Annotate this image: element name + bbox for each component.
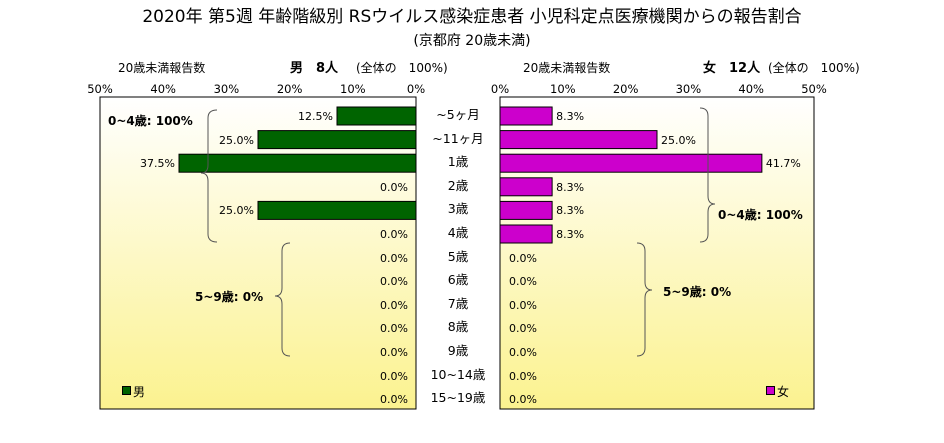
male-bar-label: 0.0%	[380, 346, 408, 359]
male-bar	[257, 200, 417, 220]
age-category-label: 4歳	[447, 225, 469, 240]
male-bar-label: 0.0%	[380, 228, 408, 241]
female-legend: 女	[766, 383, 789, 400]
female-bar-label: 8.3%	[556, 180, 585, 194]
male-count: 男 8人	[290, 61, 339, 76]
female-bar-label: 0.0%	[509, 393, 537, 407]
male-bar-label: 0.0%	[380, 251, 408, 265]
male-legend-label: 男	[133, 385, 146, 399]
male-x-tick: 40%	[150, 82, 176, 96]
male-bar-label: 0.0%	[380, 369, 408, 383]
male-report-label: 20歳未満報告数	[118, 61, 206, 75]
male-bar-label: 0.0%	[380, 298, 408, 312]
female-bar-label: 25.0%	[661, 133, 696, 147]
male-bar-label: 0.0%	[380, 322, 408, 336]
female-bar	[499, 130, 658, 150]
male-bar-label: 37.5%	[140, 157, 175, 171]
female-x-tick: 30%	[675, 82, 702, 96]
male-5-9-annotation: 5~9歳: 0%	[195, 290, 264, 304]
female-bar	[499, 224, 553, 244]
female-5-9-annotation: 5~9歳: 0%	[663, 285, 732, 299]
male-bar-label: 12.5%	[298, 110, 333, 123]
female-legend-swatch	[766, 386, 775, 395]
male-x-tick: 50%	[87, 82, 113, 96]
age-category-label: 1歳	[447, 154, 469, 170]
female-bar-label: 0.0%	[509, 369, 537, 383]
female-x-tick: 20%	[612, 82, 639, 96]
female-bar-label: 8.3%	[556, 228, 585, 241]
male-bar-label: 25.0%	[219, 133, 254, 147]
female-x-tick: 0%	[490, 82, 510, 96]
female-bar-label: 0.0%	[509, 251, 537, 265]
male-x-tick: 30%	[213, 82, 240, 96]
female-0-4-annotation: 0~4歳: 100%	[718, 208, 803, 222]
age-category-label: 7歳	[447, 295, 469, 311]
chart-title: 2020年 第5週 年齢階級別 RSウイルス感染症患者 小児科定点医療機関からの…	[142, 7, 802, 27]
female-0-4-brace	[699, 107, 716, 243]
female-bar	[499, 200, 553, 220]
male-bar	[336, 106, 417, 126]
female-report-label: 20歳未満報告数	[523, 61, 611, 75]
female-x-tick: 50%	[801, 82, 827, 96]
female-bar	[499, 106, 553, 126]
age-category-label: 5歳	[447, 248, 469, 264]
male-total-note: (全体の 100%)	[356, 61, 448, 75]
age-category-label: 10~14歳	[430, 366, 486, 382]
male-x-tick: 20%	[276, 82, 303, 96]
female-x-tick: 40%	[738, 82, 764, 96]
male-x-tick: 0%	[406, 82, 426, 96]
male-bar	[257, 130, 417, 150]
male-0-4-brace	[200, 109, 218, 243]
female-count: 女 12人	[703, 61, 761, 76]
female-bar-label: 0.0%	[509, 298, 537, 312]
age-category-label: ~5ヶ月	[436, 107, 480, 122]
male-x-tick: 10%	[340, 82, 366, 96]
male-legend: 男	[122, 383, 145, 400]
age-category-label: 2歳	[447, 177, 469, 193]
female-bar-label: 0.0%	[509, 322, 537, 336]
female-5-9-brace	[636, 242, 653, 357]
female-x-tick: 10%	[550, 82, 576, 96]
female-bar-label: 8.3%	[556, 204, 585, 218]
age-category-label: 9歳	[447, 343, 469, 358]
female-bar	[499, 177, 553, 197]
female-bar-label: 0.0%	[509, 275, 537, 289]
male-legend-swatch	[122, 386, 131, 395]
male-0-4-annotation: 0~4歳: 100%	[108, 114, 193, 128]
female-bar	[499, 153, 763, 173]
age-category-label: 8歳	[447, 319, 469, 335]
female-total-note: (全体の 100%)	[768, 61, 860, 75]
age-category-label: ~11ヶ月	[432, 130, 484, 146]
female-bar-label: 0.0%	[509, 346, 537, 359]
male-bar-label: 0.0%	[380, 275, 408, 289]
age-category-label: 3歳	[447, 201, 469, 217]
chart-subtitle: (京都府 20歳未満)	[413, 33, 531, 49]
male-bar-label: 0.0%	[380, 393, 408, 407]
age-category-label: 6歳	[447, 272, 469, 288]
age-category-label: 15~19歳	[430, 390, 486, 406]
female-bar-label: 8.3%	[556, 110, 585, 123]
male-bar-label: 25.0%	[219, 204, 254, 218]
male-5-9-brace	[274, 242, 291, 357]
male-bar	[178, 153, 417, 173]
female-legend-label: 女	[777, 385, 790, 399]
female-bar-label: 41.7%	[765, 157, 801, 171]
male-bar-label: 0.0%	[380, 180, 408, 194]
